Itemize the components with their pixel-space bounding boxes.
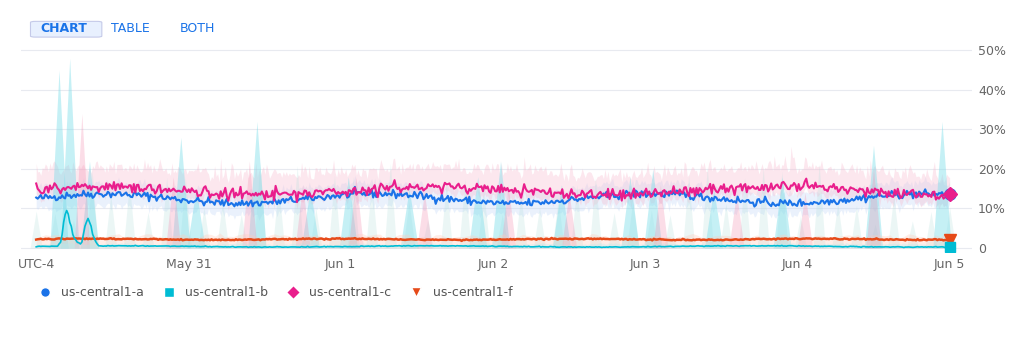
Text: TABLE: TABLE	[111, 22, 150, 35]
FancyBboxPatch shape	[31, 21, 102, 37]
Text: BOTH: BOTH	[180, 22, 214, 35]
Legend: us-central1-a, us-central1-b, us-central1-c, us-central1-f: us-central1-a, us-central1-b, us-central…	[28, 282, 518, 304]
Text: CHART: CHART	[41, 22, 87, 35]
